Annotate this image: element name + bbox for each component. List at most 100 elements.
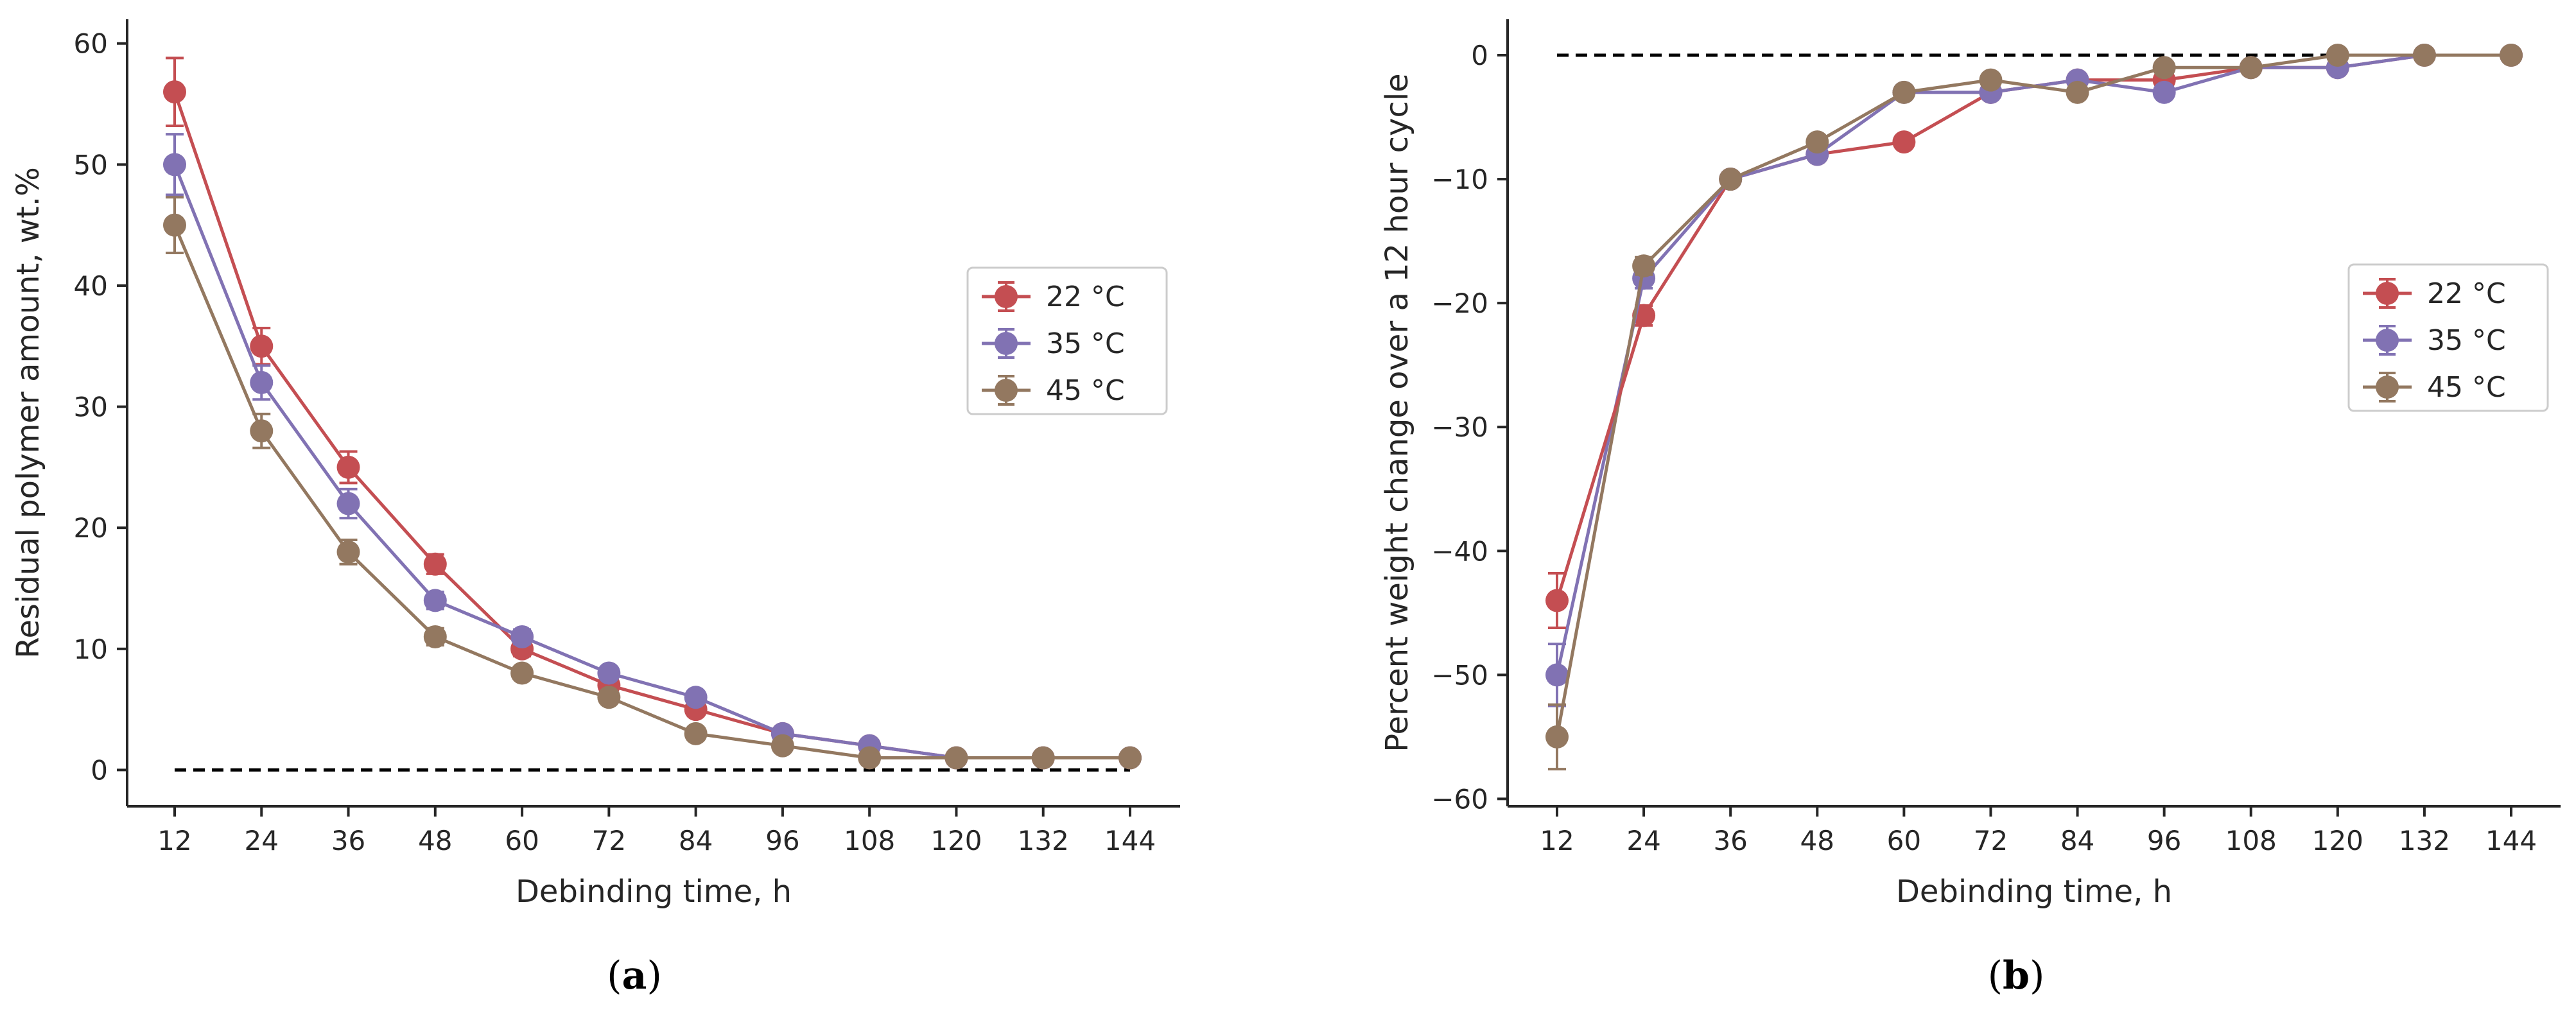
data-point xyxy=(423,552,447,576)
legend: 22 °C 35 °C 45 °C xyxy=(2347,263,2549,412)
x-tick-label: 48 xyxy=(418,825,452,856)
data-point xyxy=(597,661,621,685)
data-point xyxy=(2500,43,2523,67)
data-point xyxy=(163,153,186,177)
x-tick-label: 132 xyxy=(2399,825,2450,856)
data-point xyxy=(1892,80,1916,104)
data-point xyxy=(2152,80,2176,104)
data-point xyxy=(2152,56,2176,80)
data-point xyxy=(336,492,360,515)
caption-letter: a xyxy=(622,953,647,998)
x-tick-label: 24 xyxy=(245,825,279,856)
y-tick-label: 0 xyxy=(1471,40,1488,71)
data-point xyxy=(2326,43,2349,67)
data-point xyxy=(423,625,447,648)
data-point xyxy=(250,334,274,358)
data-point xyxy=(336,540,360,564)
data-point xyxy=(163,213,186,237)
caption-open: ( xyxy=(1988,953,2003,998)
x-tick-label: 12 xyxy=(157,825,191,856)
caption-close: ) xyxy=(2030,953,2044,998)
y-tick-label: 50 xyxy=(74,149,108,180)
y-tick-label: 10 xyxy=(74,634,108,665)
x-tick-label: 36 xyxy=(1713,825,1747,856)
series-line xyxy=(173,91,1130,760)
y-tick-label: −50 xyxy=(1431,659,1488,691)
data-point xyxy=(597,686,621,709)
series-45c xyxy=(163,196,1142,770)
legend-label: 45 °C xyxy=(2427,371,2506,404)
x-tick-label: 108 xyxy=(844,825,895,856)
series-45c xyxy=(1545,43,2523,771)
x-tick-label: 84 xyxy=(679,825,713,856)
legend-marker xyxy=(2376,329,2399,352)
x-tick-label: 72 xyxy=(592,825,626,856)
series-line xyxy=(173,164,1130,760)
y-tick-label: 60 xyxy=(74,28,108,60)
y-tick-label: −60 xyxy=(1431,783,1488,815)
data-point xyxy=(944,746,968,770)
data-point xyxy=(250,419,274,443)
x-axis-title: Debinding time, h xyxy=(1896,874,2172,910)
data-point xyxy=(1892,130,1916,154)
data-point xyxy=(510,625,534,648)
legend-label: 35 °C xyxy=(1046,327,1125,360)
x-tick-label: 120 xyxy=(930,825,982,856)
y-tick-label: −20 xyxy=(1431,288,1488,319)
caption-close: ) xyxy=(647,953,661,998)
chart-panel-a: 0 10 20 30 40 50 60 12 24 36 48 60 72 84 96 108 120 132 14… xyxy=(10,19,1180,998)
panel-caption: (a) xyxy=(607,953,662,998)
legend-box xyxy=(2347,263,2549,412)
chart-panel-b: 0 −10 −20 −30 −40 −50 −60 12 24 36 48 60 72 84 96 108 12… xyxy=(1379,19,2561,998)
x-tick-label: 60 xyxy=(1887,825,1921,856)
y-tick-label: 0 xyxy=(91,754,108,786)
legend-marker xyxy=(995,285,1018,308)
x-tick-label: 96 xyxy=(2147,825,2181,856)
data-point xyxy=(1031,746,1055,770)
legend-label: 22 °C xyxy=(1046,281,1125,313)
x-tick-label: 96 xyxy=(765,825,799,856)
x-tick-label: 120 xyxy=(2312,825,2363,856)
y-tick-label: −40 xyxy=(1431,535,1488,567)
data-point xyxy=(423,589,447,612)
x-tick-label: 12 xyxy=(1540,825,1574,856)
data-point xyxy=(2412,43,2436,67)
x-tick-label: 132 xyxy=(1018,825,1069,856)
data-point xyxy=(336,455,360,479)
legend: 22 °C 35 °C 45 °C xyxy=(966,266,1168,415)
panel-caption: (b) xyxy=(1988,953,2045,998)
x-tick-label: 60 xyxy=(505,825,539,856)
data-point xyxy=(1632,254,1656,278)
x-tick-label: 48 xyxy=(1800,825,1834,856)
x-tick-label: 36 xyxy=(331,825,365,856)
x-tick-label: 24 xyxy=(1626,825,1660,856)
legend-label: 35 °C xyxy=(2427,324,2506,357)
data-point xyxy=(1545,725,1569,749)
data-point xyxy=(684,722,708,745)
data-point xyxy=(1545,663,1569,687)
series-line xyxy=(1555,53,2511,738)
series-35c xyxy=(163,133,1142,770)
data-point xyxy=(770,734,794,758)
legend-box xyxy=(966,266,1168,415)
y-tick-label: −30 xyxy=(1431,411,1488,443)
y-axis-title: Percent weight change over a 12 hour cyc… xyxy=(1379,73,1415,752)
legend-label: 22 °C xyxy=(2427,277,2506,310)
y-tick-label: 30 xyxy=(74,392,108,423)
y-tick-label: −10 xyxy=(1431,164,1488,195)
data-point xyxy=(684,686,708,709)
caption-letter: b xyxy=(2003,953,2030,998)
series-line xyxy=(1555,315,1646,602)
data-point xyxy=(2066,80,2089,104)
x-tick-label: 72 xyxy=(1974,825,2008,856)
data-point xyxy=(163,80,186,104)
legend-marker xyxy=(2376,282,2399,305)
data-point xyxy=(2239,56,2263,80)
data-point xyxy=(858,746,882,770)
y-tick-label: 40 xyxy=(74,270,108,302)
y-axis-title: Residual polymer amount, wt.% xyxy=(10,167,46,659)
x-tick-label: 144 xyxy=(1104,825,1156,856)
x-tick-label: 144 xyxy=(2485,825,2537,856)
legend-marker xyxy=(995,332,1018,355)
